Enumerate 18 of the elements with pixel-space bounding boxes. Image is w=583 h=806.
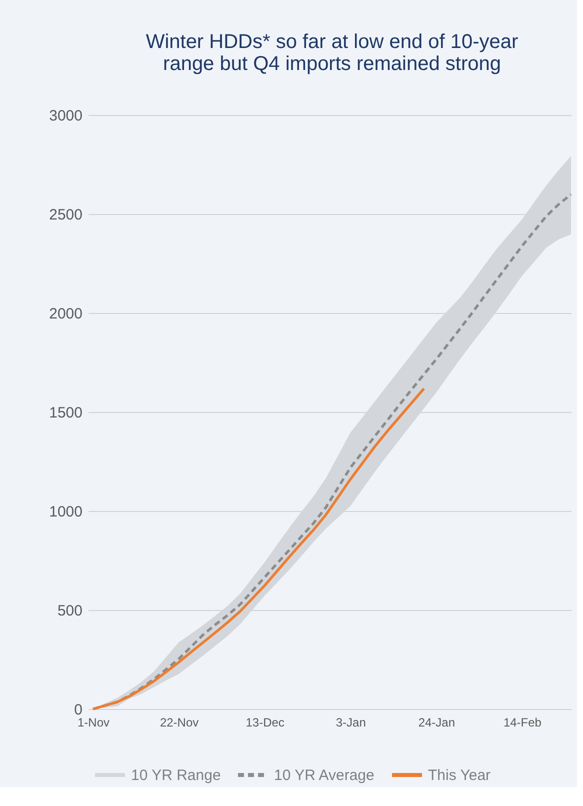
y-tick-label: 0	[74, 702, 82, 718]
legend-label: This Year	[428, 767, 491, 784]
y-tick-label: 2000	[49, 306, 82, 322]
chart-title: Winter HDDs* so far at low end of 10-year range but Q4 imports remained strong	[146, 31, 519, 75]
x-tick-label: 1-Nov	[77, 716, 110, 730]
y-tick-label: 1000	[49, 504, 82, 520]
x-tick-label: 24-Jan	[418, 716, 456, 730]
legend-label: 10 YR Average	[274, 767, 374, 784]
y-tick-label: 3000	[49, 108, 82, 124]
line-series	[92, 387, 426, 710]
y-tick-label: 2500	[49, 206, 82, 224]
x-tick-label: 13-Dec	[246, 716, 284, 730]
y-tick-label: 1500	[49, 404, 82, 422]
x-tick-label: 14-Feb	[503, 716, 542, 730]
x-tick-label: 3-Jan	[336, 716, 366, 730]
y-tick-label: 500	[57, 602, 82, 620]
legend-label: 10 YR Range	[131, 767, 221, 784]
x-tick-label: 22-Nov	[160, 716, 199, 730]
